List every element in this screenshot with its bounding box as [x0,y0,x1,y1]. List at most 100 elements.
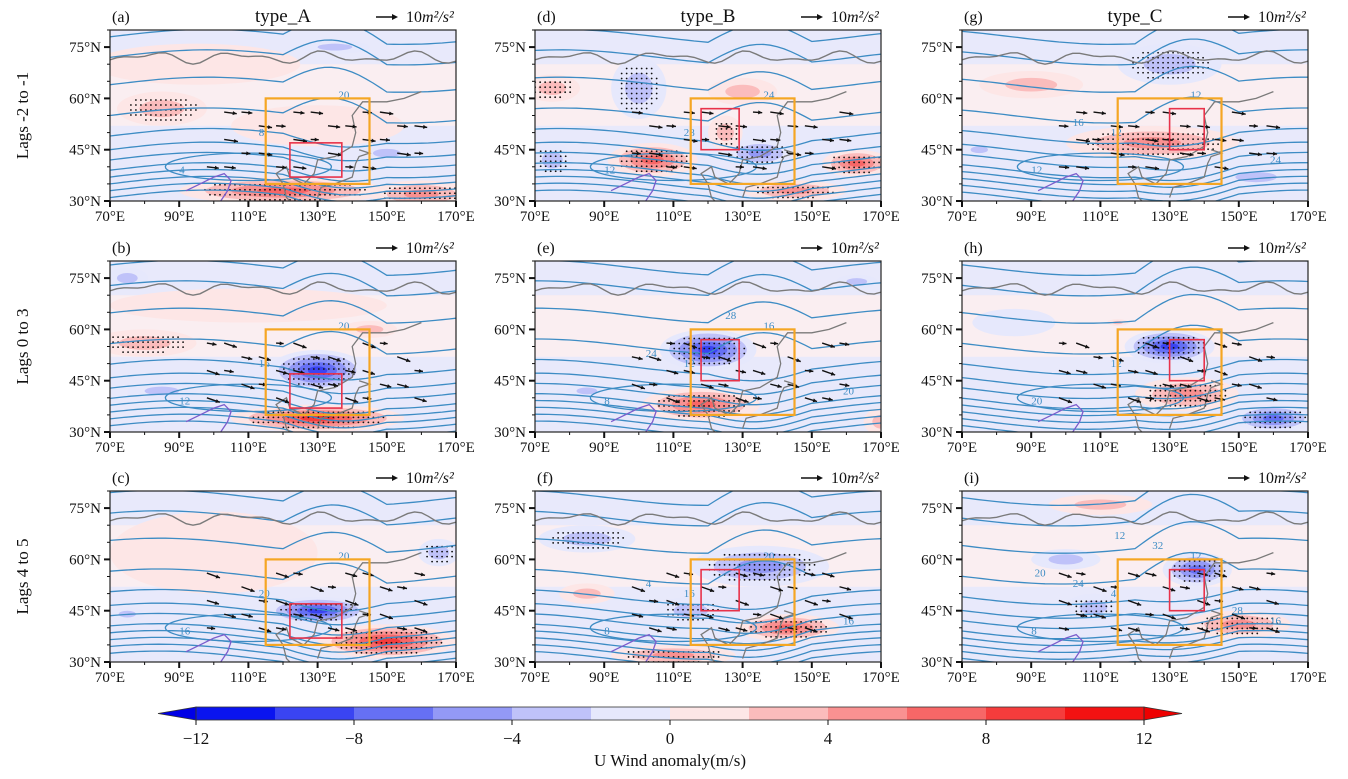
significance-dot [1132,66,1134,69]
significance-dot [771,146,774,149]
significance-dot [708,400,710,402]
flux-vector-head [352,124,357,129]
contour-line [535,301,881,324]
contour-line [962,420,1308,432]
significance-dot [332,411,335,414]
significance-dot [1211,617,1214,620]
significance-dot [635,87,638,90]
significance-dot [332,416,335,419]
significance-dot [1187,51,1189,54]
flux-vector-head [813,628,818,633]
colorbar-segment [828,707,908,720]
region-box-outer [1116,97,1223,186]
significance-dot [715,138,718,140]
panel-label: (c) [112,470,130,487]
significance-dot [625,92,628,95]
significance-dot [1188,570,1191,572]
x-tick-label: 130°E [299,440,337,456]
contour-label: 24 [646,348,658,360]
significance-dot [185,104,187,106]
significance-dot [825,630,827,633]
plateau-outline [1037,172,1084,201]
significance-dot [365,636,368,639]
significance-dot [360,636,363,639]
significance-dot [1183,565,1186,567]
significance-dot [375,651,378,654]
significance-dot [650,170,653,173]
contour-label: 4 [646,578,652,590]
coastline [962,50,1308,65]
significance-dot [680,165,683,168]
significance-dot [713,563,716,566]
significance-dot [663,400,665,402]
significance-dot [743,347,746,350]
significance-dot [736,146,739,149]
significance-dot [635,92,638,95]
significance-dot [562,542,565,544]
significance-dot [625,150,628,153]
significance-dot [170,114,172,116]
significance-dot [640,92,643,95]
significance-dot [280,608,282,611]
contour-line [535,602,881,624]
significance-dot [1169,394,1172,397]
significance-dot [434,202,436,204]
significance-dot [730,128,733,130]
reference-arrowhead-icon [392,14,398,20]
flux-vector-head [1067,399,1073,404]
significance-dot [304,198,306,201]
significance-dot [1162,56,1164,59]
significance-dot [377,421,380,424]
significance-dot [1179,389,1182,392]
significance-dot [1172,153,1174,156]
significance-dot [778,568,781,571]
significance-dot [878,161,880,164]
colorbar-tick-label: −4 [503,729,522,748]
flux-vector-head [246,151,251,156]
significance-dot [1159,394,1162,397]
flux-vector-head [1205,628,1210,633]
significance-dot [172,336,174,339]
significance-dot [733,347,736,350]
significance-dot [312,368,315,370]
significance-dot [765,635,767,638]
significance-dot [150,104,152,106]
flux-vector-head [811,572,816,577]
significance-dot [1187,133,1189,136]
flux-vector-head [779,111,784,116]
significance-dot [683,347,686,350]
significance-dot [678,352,681,355]
significance-dot [773,563,776,566]
significance-dot [763,553,766,556]
significance-dot [1189,394,1192,397]
significance-dot [350,631,353,634]
significance-dot [635,72,638,75]
significance-dot [335,618,337,621]
significance-dot [800,625,802,628]
significance-dot [539,91,542,94]
significance-dot [312,411,315,414]
significance-dot [112,341,114,344]
contour-label: 20 [338,89,350,101]
contour-label: 24 [763,89,775,101]
contour-line [962,629,1308,647]
significance-dot [162,346,164,349]
significance-dot [1177,138,1179,141]
flux-vector-head [1270,571,1276,576]
significance-dot [1157,51,1159,54]
significance-dot [803,573,806,576]
anomaly-shade [970,146,988,154]
significance-dot [1167,56,1169,59]
significance-dot [431,560,433,563]
significance-dot [746,156,749,159]
significance-dot [630,67,633,70]
contour-line [962,623,1308,640]
reference-arrowhead-icon [1244,475,1250,481]
significance-dot [1152,133,1154,136]
y-tick-label: 60°N [921,552,953,568]
significance-dot [620,72,623,75]
significance-dot [307,411,310,414]
significance-dot [672,608,674,611]
significance-dot [1100,600,1103,603]
anomaly-band [535,64,881,126]
